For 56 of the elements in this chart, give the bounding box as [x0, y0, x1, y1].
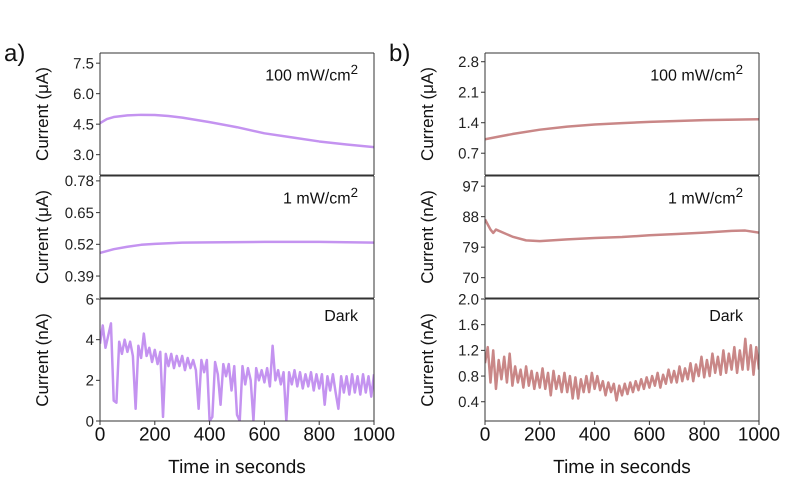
y-axis-title: Current (μA)	[418, 67, 438, 161]
line-series	[485, 218, 759, 242]
x-axis-title: Time in seconds	[168, 457, 306, 477]
y-tick-label: 0.65	[64, 204, 94, 222]
x-tick-label: 400	[194, 424, 226, 446]
y-tick-label: 1.6	[458, 317, 479, 334]
y-tick-label: 4	[86, 332, 94, 349]
line-series	[485, 118, 759, 141]
x-tick-label: 1000	[352, 424, 396, 446]
x-tick-label: 200	[138, 424, 171, 446]
y-tick-label: 0.8	[458, 368, 479, 386]
y-tick-label: 6	[86, 291, 94, 308]
x-axis-title: Time in seconds	[553, 457, 691, 477]
x-tick-label: 200	[524, 424, 556, 446]
y-tick-label: 2.1	[458, 84, 479, 102]
y-tick-label: 0.39	[64, 268, 94, 286]
y-tick-label: 0	[86, 413, 94, 430]
x-tick-label: 800	[303, 424, 336, 446]
x-tick-label: 800	[688, 424, 720, 446]
line-series	[100, 240, 374, 254]
y-axis-title: Current (nA)	[33, 313, 52, 407]
y-tick-label: 70	[462, 270, 479, 287]
y-axis-title: Current (nA)	[418, 313, 438, 407]
y-tick-label: 0.78	[64, 173, 94, 190]
y-axis-title: Current (μA)	[33, 67, 52, 161]
y-tick-label: 0.4	[458, 394, 479, 412]
annotation: Dark	[709, 308, 743, 326]
y-tick-label: 88	[462, 208, 479, 226]
y-tick-label: 97	[462, 178, 479, 196]
y-tick-label: 0.52	[64, 236, 94, 254]
y-tick-label: 6.0	[73, 86, 94, 103]
y-tick-label: 1.2	[458, 342, 479, 360]
line-series	[485, 338, 759, 402]
x-tick-label: 600	[248, 424, 280, 446]
y-tick-label: 7.5	[73, 55, 94, 72]
x-tick-label: 400	[578, 424, 610, 446]
y-axis-title: Current (nA)	[418, 190, 438, 284]
y-tick-label: 79	[462, 239, 479, 256]
y-tick-label: 2.8	[458, 54, 479, 72]
annotation: 1 mW/cm$^{2}$	[668, 185, 743, 208]
annotation: Dark	[324, 308, 358, 326]
y-tick-label: 1.4	[458, 115, 479, 132]
x-tick-label: 600	[634, 424, 666, 446]
annotation: 100 mW/cm$^{2}$	[650, 62, 743, 86]
y-tick-label: 2.0	[458, 291, 479, 308]
annotation: 1 mW/cm$^{2}$	[283, 185, 358, 208]
line-series	[100, 114, 374, 148]
y-tick-label: 4.5	[73, 116, 94, 134]
annotation: 100 mW/cm$^{2}$	[265, 62, 358, 86]
y-tick-label: 3.0	[73, 146, 94, 164]
chart-title: b)	[389, 40, 410, 68]
chart-title: a)	[4, 40, 26, 68]
y-tick-label: 0.7	[458, 146, 479, 163]
y-axis-title: Current (μA)	[33, 190, 52, 284]
y-tick-label: 2	[86, 372, 94, 390]
x-tick-label: 1000	[738, 424, 780, 446]
